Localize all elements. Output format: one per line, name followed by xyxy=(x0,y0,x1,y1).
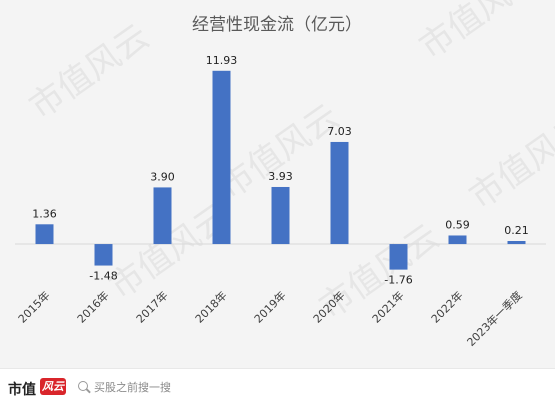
x-tick-label: 2023年一季度 xyxy=(464,288,525,349)
chart-title: 经营性现金流（亿元） xyxy=(192,15,362,35)
data-label: 3.90 xyxy=(150,170,175,183)
bar xyxy=(330,141,349,245)
bar xyxy=(153,187,172,245)
bar xyxy=(389,244,408,270)
x-tick-label: 2018年 xyxy=(192,288,229,325)
data-label: -1.76 xyxy=(384,274,412,287)
data-label: 3.93 xyxy=(268,170,293,183)
bar xyxy=(507,241,526,245)
bar xyxy=(448,235,467,245)
data-label: 0.59 xyxy=(445,218,470,231)
bar-chart: 市值风云市值风云市值风云市值风云市值风云市值风云经营性现金流（亿元）1.3620… xyxy=(15,0,555,349)
bar xyxy=(35,224,54,245)
search-box[interactable]: 买股之前搜一搜 xyxy=(78,378,188,396)
data-label: 7.03 xyxy=(327,125,352,138)
data-label: 11.93 xyxy=(206,54,238,67)
data-label: 0.21 xyxy=(504,224,529,237)
bar xyxy=(212,70,231,245)
search-placeholder: 买股之前搜一搜 xyxy=(94,381,171,394)
watermark-text: 市值风云 xyxy=(22,17,156,128)
data-label: 1.36 xyxy=(32,207,57,220)
bar xyxy=(94,244,113,266)
x-tick-label: 2015年 xyxy=(15,288,52,325)
watermark-text: 市值风云 xyxy=(462,107,555,218)
brand-name: 市值 xyxy=(8,382,36,398)
bar xyxy=(271,186,290,245)
data-label: -1.48 xyxy=(89,270,117,283)
plot-area xyxy=(0,0,555,369)
x-tick-label: 2022年 xyxy=(428,288,465,325)
x-tick-label: 2016年 xyxy=(74,288,111,325)
footer-bar: 市值 风云 买股之前搜一搜 xyxy=(0,370,555,404)
search-icon xyxy=(78,381,88,391)
brand-logo-icon: 风云 xyxy=(40,378,66,395)
x-tick-label: 2019年 xyxy=(251,288,288,325)
watermark-text: 市值风云 xyxy=(412,0,546,67)
